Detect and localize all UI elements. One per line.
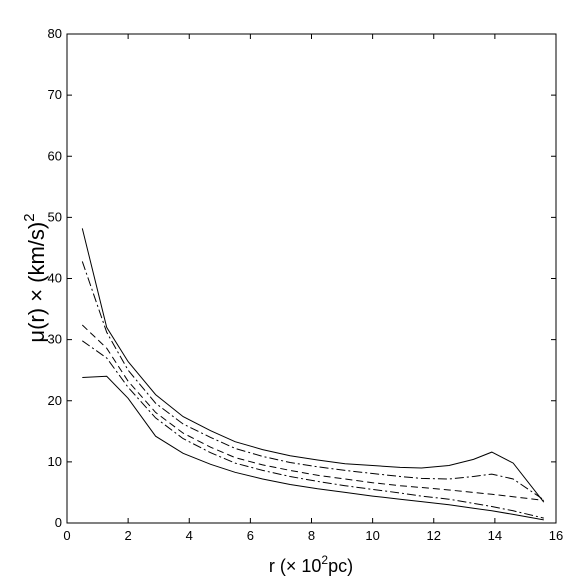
y-tick-label-2: 20 [48,393,62,408]
x-tick-label-6: 12 [427,528,441,543]
x-tick-label-4: 8 [308,528,315,543]
series-line-2 [81,324,544,501]
x-tick-label-1: 2 [125,528,132,543]
ticks-layer: 0 2 4 6 8 10 12 14 16 0 10 20 30 40 50 60 70 80 [48,26,564,543]
series-line-0 [81,228,545,503]
x-tick-label-7: 14 [488,528,502,543]
series-line-4 [82,375,544,521]
x-tick-label-5: 10 [365,528,379,543]
y-tick-label-7: 70 [48,87,62,102]
y-tick-label-0: 0 [55,515,62,530]
y-tick-label-6: 60 [48,148,62,163]
series-layer [81,228,545,521]
x-tick-label-0: 0 [63,528,70,543]
y-tick-label-5: 50 [48,209,62,224]
series-line-1 [81,261,545,501]
y-tick-label-8: 80 [48,26,62,41]
y-tick-label-1: 10 [48,454,62,469]
x-tick-label-2: 4 [186,528,193,543]
y-tick-label-4: 40 [48,271,62,286]
plot-frame [66,33,557,524]
series-line-3 [82,340,544,519]
x-axis-label: r (× 102pc) [269,553,353,576]
x-tick-label-8: 16 [549,528,563,543]
x-tick-label-3: 6 [247,528,254,543]
y-axis-label: μ(r) × (km/s)2 [21,213,49,342]
y-tick-label-3: 30 [48,332,62,347]
